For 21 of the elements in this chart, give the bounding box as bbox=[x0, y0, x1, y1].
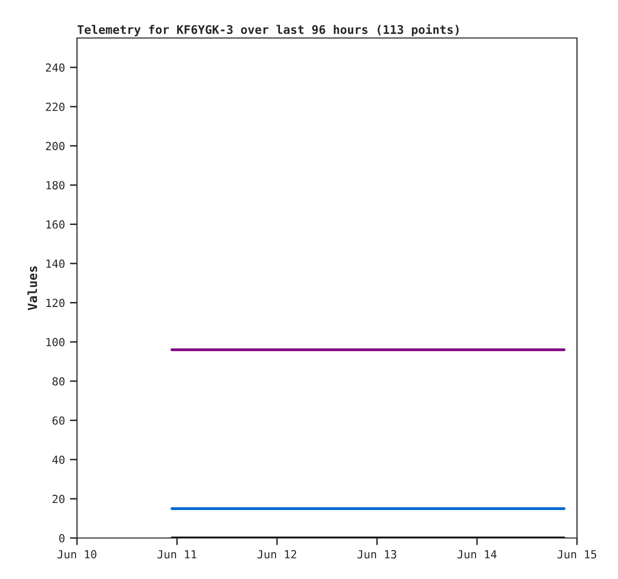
y-tick-label: 160 bbox=[46, 220, 64, 229]
chart-title: Telemetry for KF6YGK-3 over last 96 hours (113 points) bbox=[78, 24, 459, 36]
y-tick-label: 40 bbox=[52, 456, 64, 464]
y-tick-label: 220 bbox=[46, 102, 64, 112]
x-tick-label: Jun 14 bbox=[458, 550, 497, 558]
x-tick-label: Jun 10 bbox=[58, 550, 96, 558]
y-tick-label: 240 bbox=[46, 63, 64, 72]
y-tick-label: 0 bbox=[59, 534, 64, 542]
y-tick-label: 80 bbox=[52, 377, 64, 386]
y-tick-label: 100 bbox=[46, 338, 64, 346]
x-tick-label: Jun 11 bbox=[158, 550, 196, 558]
y-axis-title: Values bbox=[27, 266, 38, 310]
x-tick-label: Jun 15 bbox=[558, 550, 596, 558]
y-tick-label: 60 bbox=[52, 416, 64, 425]
y-tick-label: 120 bbox=[46, 298, 64, 308]
y-tick-label: 200 bbox=[46, 142, 64, 150]
x-tick-label: Jun 12 bbox=[258, 550, 296, 558]
x-tick-label: Jun 13 bbox=[358, 550, 396, 558]
y-tick-label: 180 bbox=[46, 181, 64, 190]
y-tick-label: 20 bbox=[52, 494, 64, 504]
y-tick-label: 140 bbox=[46, 259, 64, 268]
